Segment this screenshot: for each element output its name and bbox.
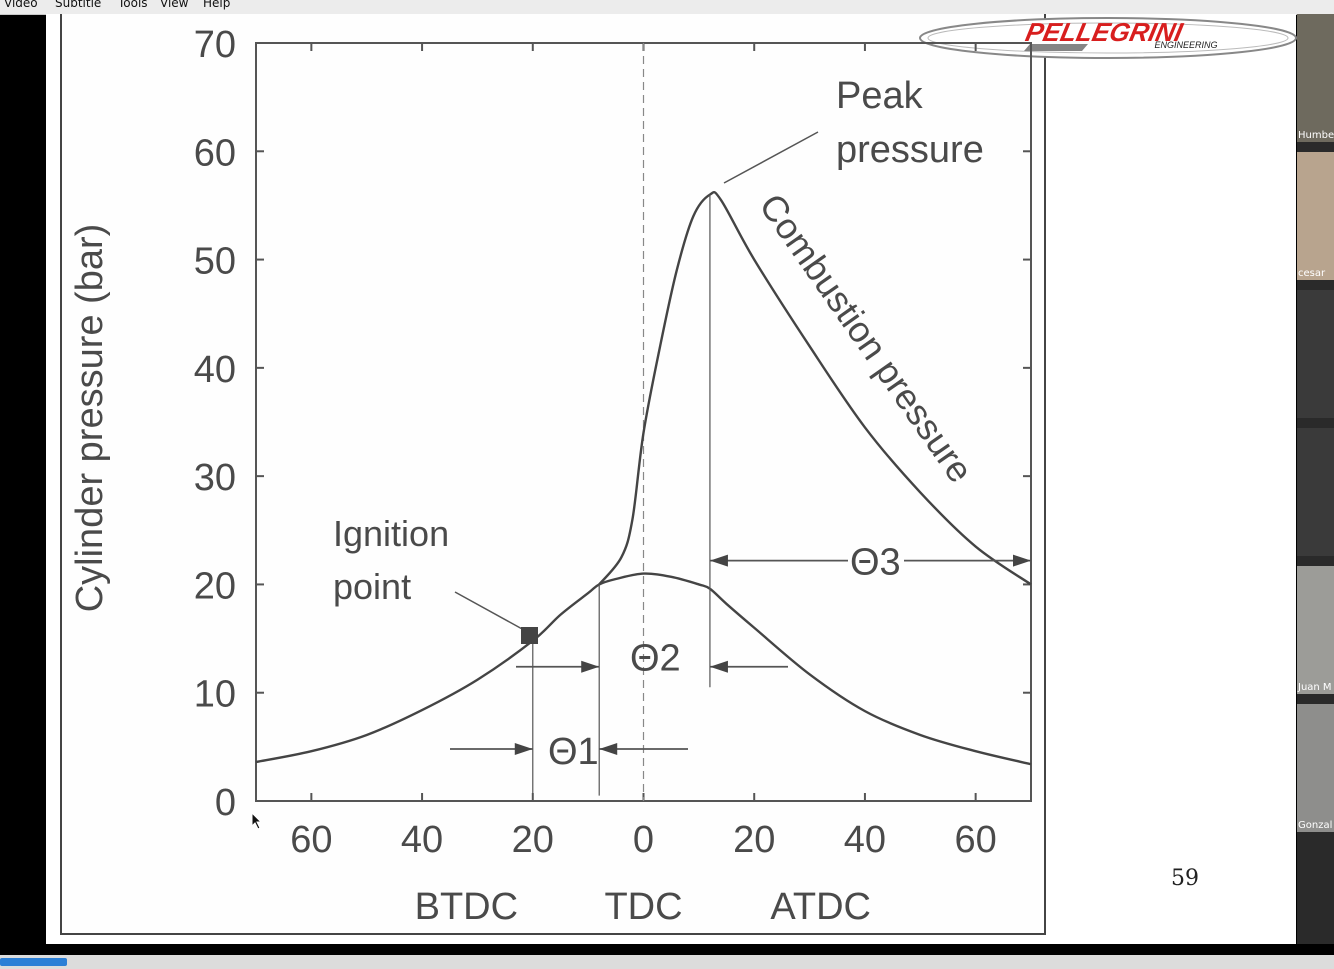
annotation-peak-line2: pressure bbox=[836, 129, 984, 171]
y-tick-label: 0 bbox=[215, 782, 236, 824]
x-tick-label: 20 bbox=[512, 819, 554, 861]
menu-tools[interactable]: Tools bbox=[118, 0, 148, 10]
theta2-arrow-left-head bbox=[581, 660, 600, 673]
annotation-ignition-line2: point bbox=[333, 566, 411, 607]
menu-video[interactable]: Video bbox=[4, 0, 38, 10]
pellegrini-logo: PELLEGRINI ENGINEERING bbox=[919, 17, 1297, 59]
y-tick-label: 20 bbox=[194, 565, 236, 607]
annotation-theta1: Θ1 bbox=[548, 731, 599, 773]
mouse-cursor-icon bbox=[251, 812, 263, 830]
y-tick-label: 30 bbox=[194, 457, 236, 499]
ignition-leader-line bbox=[454, 591, 525, 631]
participant-name: Juan M bbox=[1298, 682, 1332, 693]
series-label-combustion-pressure: Combustion pressure bbox=[751, 186, 981, 490]
logo-brand-text: PELLEGRINI bbox=[1023, 17, 1186, 47]
logo-sub-text: ENGINEERING bbox=[1154, 40, 1217, 50]
x-section-label: TDC bbox=[604, 886, 682, 928]
participant-name: cesar bbox=[1298, 268, 1326, 279]
y-tick-label: 60 bbox=[194, 132, 236, 174]
participant-tile[interactable]: cesar bbox=[1297, 152, 1334, 280]
annotation-peak-line1: Peak bbox=[836, 75, 924, 117]
peak-leader-line bbox=[723, 131, 819, 184]
menu-subtitle[interactable]: Subtitle bbox=[55, 0, 102, 10]
theta3-arrow-left-head bbox=[709, 554, 728, 567]
x-tick-label: 60 bbox=[955, 819, 997, 861]
theta1-arrow-right-head bbox=[599, 743, 618, 756]
theta2-arrow-right-head bbox=[709, 660, 728, 673]
menu-view[interactable]: View bbox=[160, 0, 189, 10]
motoring-pressure-line bbox=[255, 572, 1032, 766]
participant-tile[interactable] bbox=[1297, 428, 1334, 556]
y-tick-label: 40 bbox=[194, 349, 236, 391]
y-tick-label: 50 bbox=[194, 241, 236, 283]
ignition-point-marker bbox=[521, 627, 538, 644]
x-tick-label: 20 bbox=[733, 819, 775, 861]
annotation-ignition-line1: Ignition bbox=[333, 513, 449, 554]
participant-name: Gonzal bbox=[1298, 820, 1333, 831]
theta1-arrow-left-head bbox=[514, 743, 533, 756]
y-tick-label: 70 bbox=[194, 24, 236, 66]
figure-frame bbox=[60, 14, 1046, 935]
slide-number: 59 bbox=[1171, 866, 1199, 891]
annotation-theta2: Θ2 bbox=[630, 638, 681, 680]
participant-name: Humbe bbox=[1298, 130, 1334, 141]
menu-help[interactable]: Help bbox=[203, 0, 231, 10]
participant-tile[interactable]: Gonzal bbox=[1297, 704, 1334, 832]
y-tick-label: 10 bbox=[194, 674, 236, 716]
x-tick-label: 0 bbox=[633, 819, 654, 861]
participant-tile[interactable]: Humbe bbox=[1297, 14, 1334, 142]
participant-tile[interactable] bbox=[1297, 290, 1334, 418]
y-axis-label: Cylinder pressure (bar) bbox=[69, 224, 111, 613]
x-tick-label: 60 bbox=[290, 819, 332, 861]
combustion-pressure-line bbox=[598, 191, 1032, 586]
theta3-arrow-right-head bbox=[1013, 554, 1031, 567]
playback-bar[interactable] bbox=[0, 955, 1334, 969]
x-tick-label: 40 bbox=[401, 819, 443, 861]
playback-progress[interactable] bbox=[0, 958, 67, 966]
x-tick-label: 40 bbox=[844, 819, 886, 861]
x-section-label: BTDC bbox=[415, 886, 518, 928]
annotation-theta3: Θ3 bbox=[850, 542, 901, 584]
participant-tile[interactable]: Juan M bbox=[1297, 566, 1334, 694]
participant-strip: Humbe cesar Juan M Gonzal bbox=[1297, 14, 1334, 944]
x-section-label: ATDC bbox=[770, 886, 871, 928]
